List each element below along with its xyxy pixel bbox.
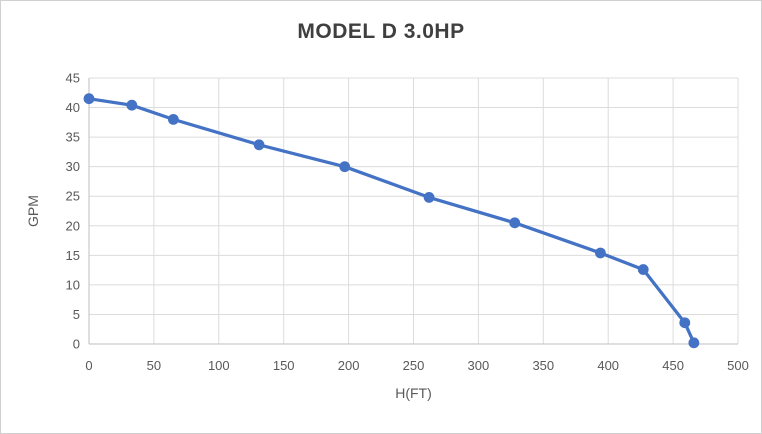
data-point-marker (679, 317, 691, 329)
x-axis-title: H(FT) (395, 385, 432, 401)
data-point-marker (637, 264, 649, 275)
data-point-marker (126, 99, 138, 111)
y-axis-tick-label: 25 (66, 189, 80, 204)
x-axis-tick-label: 150 (273, 358, 295, 373)
x-axis-tick-label: 350 (532, 358, 554, 373)
x-axis-tick-label: 500 (727, 358, 749, 373)
data-point-marker (688, 337, 700, 349)
y-axis-tick-label: 10 (66, 277, 80, 292)
y-axis-tick-label: 5 (73, 307, 80, 322)
data-point-marker (339, 161, 351, 173)
data-point-marker (253, 139, 265, 151)
x-axis-tick-label: 0 (85, 358, 92, 373)
y-axis-tick-label: 35 (66, 130, 80, 145)
x-axis-tick-label: 50 (147, 358, 161, 373)
x-axis-tick-label: 450 (662, 358, 684, 373)
y-axis-tick-label: 40 (66, 100, 80, 115)
x-axis-tick-label: 250 (403, 358, 425, 373)
x-axis-tick-label: 400 (597, 358, 619, 373)
series-line (87, 97, 696, 345)
chart-title: MODEL D 3.0HP (297, 20, 465, 43)
y-axis-tick-label: 0 (73, 337, 80, 352)
x-axis-tick-label: 300 (468, 358, 490, 373)
y-axis-title: GPM (25, 195, 41, 227)
data-point-marker (167, 113, 179, 125)
data-point-marker (83, 93, 95, 105)
data-point-marker (509, 217, 521, 229)
y-axis-tick-label: 45 (66, 71, 80, 86)
data-point-marker (423, 192, 435, 203)
data-point-marker (595, 247, 606, 259)
x-axis-tick-label: 100 (208, 358, 230, 373)
x-axis-tick-label: 200 (338, 358, 360, 373)
y-axis-tick-label: 15 (66, 248, 80, 263)
y-axis-tick-label: 20 (66, 218, 80, 233)
y-axis-tick-label: 30 (66, 159, 80, 174)
